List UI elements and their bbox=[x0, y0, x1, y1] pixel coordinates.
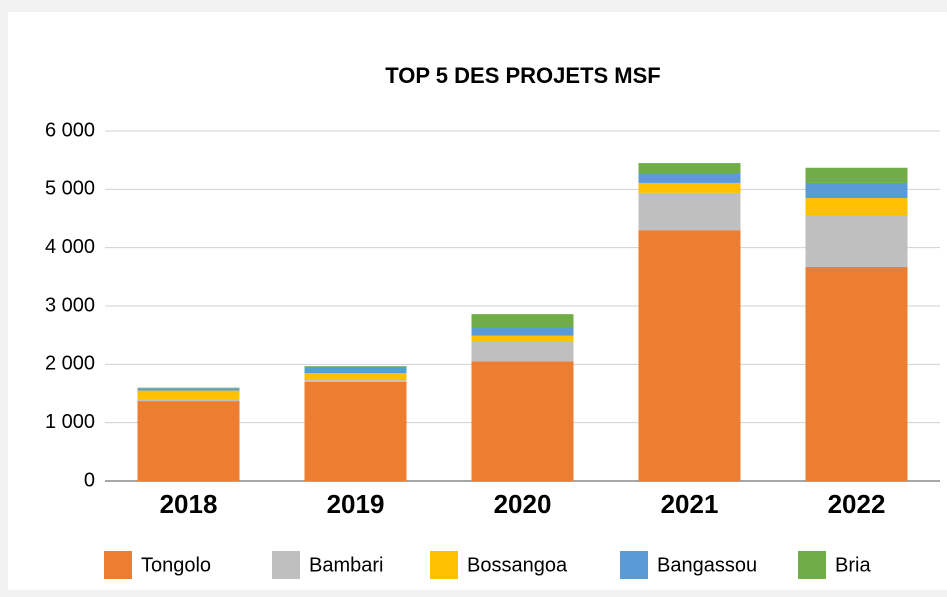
bar-segment bbox=[137, 401, 240, 481]
bar-segment bbox=[638, 163, 741, 173]
legend-label: Bossangoa bbox=[467, 554, 568, 576]
bar-segment bbox=[805, 215, 908, 267]
x-tick-label: 2018 bbox=[160, 489, 218, 519]
bar-segment bbox=[805, 198, 908, 215]
y-tick-label: 0 bbox=[84, 469, 95, 491]
y-tick-label: 6 000 bbox=[45, 119, 95, 141]
legend-swatch bbox=[430, 551, 458, 579]
x-tick-label: 2019 bbox=[327, 489, 385, 519]
x-tick-label: 2020 bbox=[494, 489, 552, 519]
bar-segment bbox=[471, 327, 574, 336]
legend-swatch bbox=[272, 551, 300, 579]
bar-segment bbox=[805, 167, 908, 183]
bar-segment bbox=[304, 381, 407, 481]
bar-segment bbox=[304, 366, 407, 367]
legend-swatch bbox=[104, 551, 132, 579]
bar-segment bbox=[304, 380, 407, 382]
bar-segment bbox=[638, 192, 741, 231]
bar-segment bbox=[304, 366, 407, 374]
bar-segment bbox=[471, 361, 574, 481]
legend-label: Bangassou bbox=[657, 554, 757, 576]
bar-segment bbox=[137, 390, 240, 400]
bar-segment bbox=[471, 335, 574, 341]
bar-segment bbox=[805, 266, 908, 481]
x-tick-label: 2021 bbox=[661, 489, 719, 519]
bar-segment bbox=[304, 373, 407, 381]
bar-segment bbox=[137, 399, 240, 402]
legend-swatch bbox=[620, 551, 648, 579]
bar-segment bbox=[638, 173, 741, 183]
bar-segment bbox=[137, 387, 240, 389]
chart-area bbox=[8, 12, 947, 590]
y-tick-label: 5 000 bbox=[45, 178, 95, 200]
bar-segment bbox=[471, 314, 574, 327]
bar-segment bbox=[805, 182, 908, 199]
bar-segment bbox=[638, 230, 741, 481]
legend-swatch bbox=[798, 551, 826, 579]
y-tick-label: 2 000 bbox=[45, 353, 95, 375]
y-tick-label: 4 000 bbox=[45, 236, 95, 258]
bar-segment bbox=[137, 388, 240, 391]
bar-segment bbox=[471, 341, 574, 362]
x-tick-label: 2022 bbox=[828, 489, 886, 519]
chart-title: TOP 5 DES PROJETS MSF bbox=[385, 63, 660, 88]
legend-label: Bambari bbox=[309, 554, 383, 576]
y-tick-label: 1 000 bbox=[45, 411, 95, 433]
y-tick-label: 3 000 bbox=[45, 294, 95, 316]
legend-label: Bria bbox=[835, 554, 871, 576]
legend-label: Tongolo bbox=[141, 554, 211, 576]
bar-segment bbox=[638, 182, 741, 193]
